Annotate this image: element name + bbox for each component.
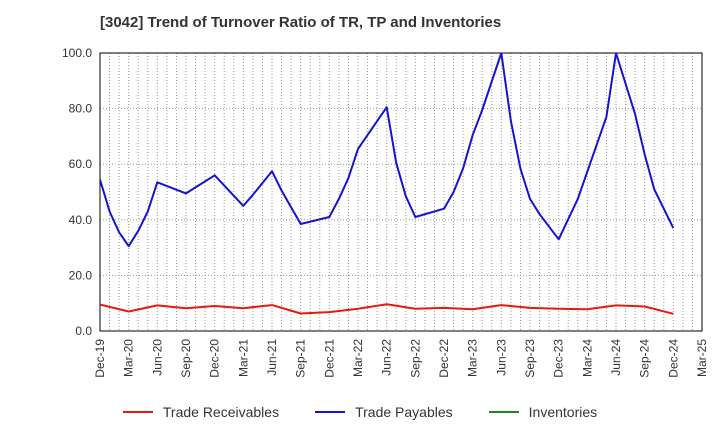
legend-swatch-trade-receivables — [122, 411, 153, 413]
legend-item-trade-receivables: Trade Receivables — [122, 404, 280, 420]
y-tick-label: 40.0 — [69, 213, 93, 227]
legend-swatch-trade-payables — [315, 411, 346, 413]
x-tick-label: Sep-23 — [523, 339, 537, 378]
x-tick-label: Jun-21 — [265, 339, 279, 376]
y-tick-label: 100.0 — [62, 46, 92, 60]
x-tick-label: Sep-20 — [179, 339, 193, 378]
y-tick-label: 0.0 — [75, 324, 92, 338]
x-tick-label: Jun-23 — [494, 339, 508, 376]
x-tick-label: Jun-22 — [380, 339, 394, 376]
legend-item-trade-payables: Trade Payables — [315, 404, 453, 420]
x-tick-label: Mar-20 — [122, 339, 136, 377]
legend-label-trade-payables: Trade Payables — [355, 404, 453, 420]
series-line-trade-receivables — [100, 303, 674, 315]
x-tick-label: Sep-24 — [638, 339, 652, 378]
x-tick-label: Jun-24 — [609, 339, 623, 376]
y-tick-label: 20.0 — [69, 268, 93, 282]
x-tick-label: Sep-21 — [294, 339, 308, 378]
x-tick-label: Dec-21 — [322, 339, 336, 378]
x-tick-label: Dec-24 — [666, 339, 680, 378]
series-line-trade-payables — [100, 53, 675, 248]
legend-item-inventories: Inventories — [488, 404, 598, 420]
x-tick-label: Dec-22 — [437, 339, 451, 378]
x-tick-label: Jun-20 — [150, 339, 164, 376]
x-tick-label: Sep-22 — [408, 339, 422, 378]
x-tick-label: Mar-25 — [695, 339, 709, 377]
x-tick-label: Mar-23 — [466, 339, 480, 377]
y-tick-label: 80.0 — [69, 102, 93, 116]
x-tick-label: Mar-22 — [351, 339, 365, 377]
y-tick-label: 60.0 — [69, 157, 93, 171]
x-tick-label: Dec-23 — [552, 339, 566, 378]
legend-swatch-inventories — [488, 411, 519, 413]
legend-label-trade-receivables: Trade Receivables — [162, 404, 280, 420]
x-tick-label: Dec-19 — [93, 339, 107, 378]
x-tick-label: Dec-20 — [208, 339, 222, 378]
plot-area-frame — [99, 52, 703, 332]
x-tick-label: Mar-24 — [580, 339, 594, 377]
legend: Trade Receivables Trade Payables Invento… — [0, 404, 720, 420]
x-tick-label: Mar-21 — [236, 339, 250, 377]
legend-label-inventories: Inventories — [528, 404, 598, 420]
chart-title: [3042] Trend of Turnover Ratio of TR, TP… — [100, 14, 502, 31]
